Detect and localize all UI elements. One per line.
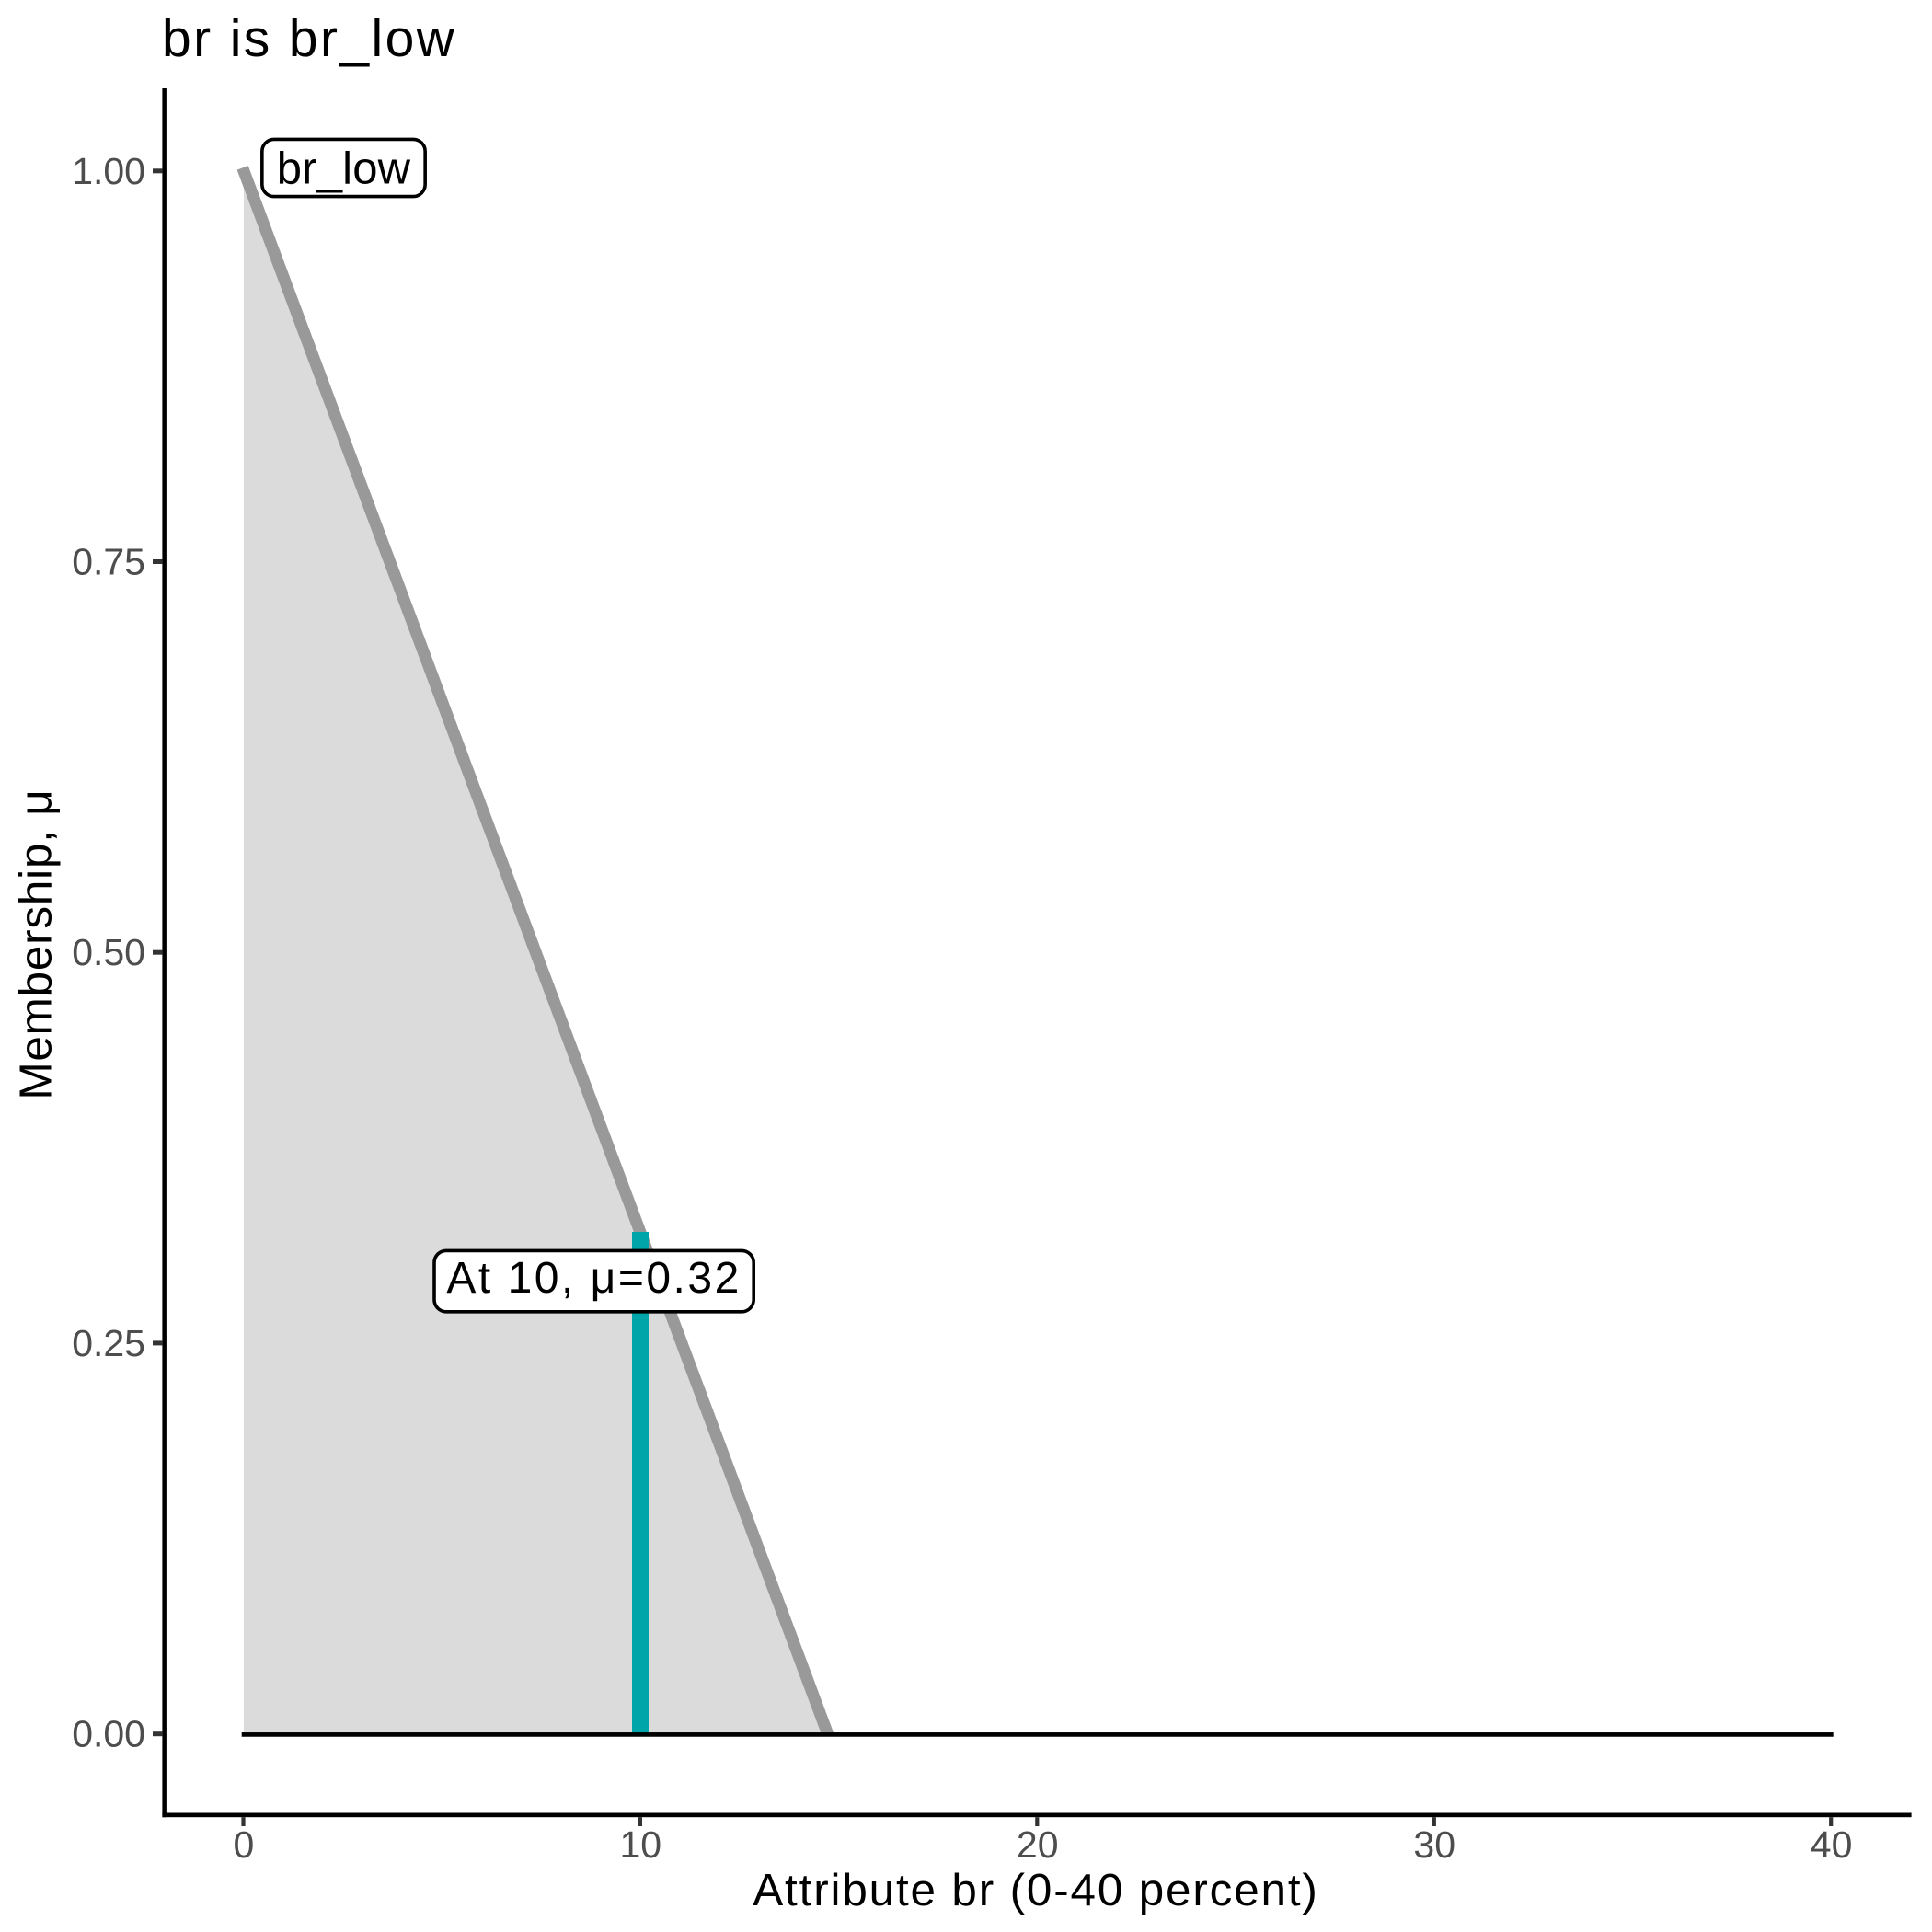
svg-text:At 10, μ=0.32: At 10, μ=0.32 [446, 1254, 741, 1303]
svg-text:30: 30 [1413, 1823, 1455, 1866]
svg-text:0.25: 0.25 [72, 1322, 145, 1364]
svg-text:br is br_low: br is br_low [162, 9, 456, 68]
svg-text:10: 10 [619, 1823, 661, 1866]
svg-text:0: 0 [233, 1823, 254, 1866]
svg-text:Membership, μ: Membership, μ [11, 788, 62, 1099]
svg-text:0.50: 0.50 [72, 931, 145, 973]
svg-text:br_low: br_low [277, 144, 411, 193]
svg-text:0.75: 0.75 [72, 541, 145, 583]
svg-text:0.00: 0.00 [72, 1713, 145, 1755]
svg-text:20: 20 [1017, 1823, 1059, 1866]
svg-text:1.00: 1.00 [72, 150, 145, 192]
svg-text:Attribute br (0-40 percent): Attribute br (0-40 percent) [753, 1865, 1318, 1915]
svg-text:40: 40 [1811, 1823, 1853, 1866]
